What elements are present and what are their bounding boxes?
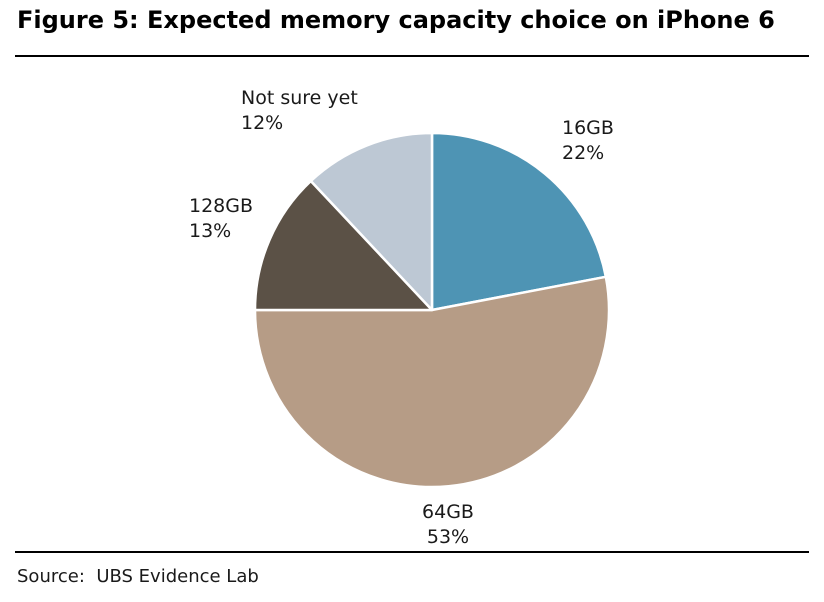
pie-slice-64gb <box>253 275 611 489</box>
slice-value-not-sure-yet: 12% <box>241 112 283 134</box>
pie-slice-16gb <box>430 131 608 312</box>
slice-label-64gb: 64GB <box>422 501 474 523</box>
page-title: Figure 5: Expected memory capacity choic… <box>17 6 775 34</box>
slice-label-16gb: 16GB <box>562 117 614 139</box>
source-divider <box>15 551 809 553</box>
slice-label-128gb: 128GB <box>189 195 253 217</box>
title-divider <box>15 55 809 57</box>
pie-slice-not-sure-yet <box>309 131 434 312</box>
slice-label-not-sure-yet: Not sure yet <box>241 87 358 109</box>
pie-slice-128gb <box>253 179 434 312</box>
source-note: Source: UBS Evidence Lab <box>17 566 259 587</box>
slice-value-128gb: 13% <box>189 220 231 242</box>
slice-value-16gb: 22% <box>562 142 604 164</box>
slice-value-64gb: 53% <box>427 526 469 548</box>
